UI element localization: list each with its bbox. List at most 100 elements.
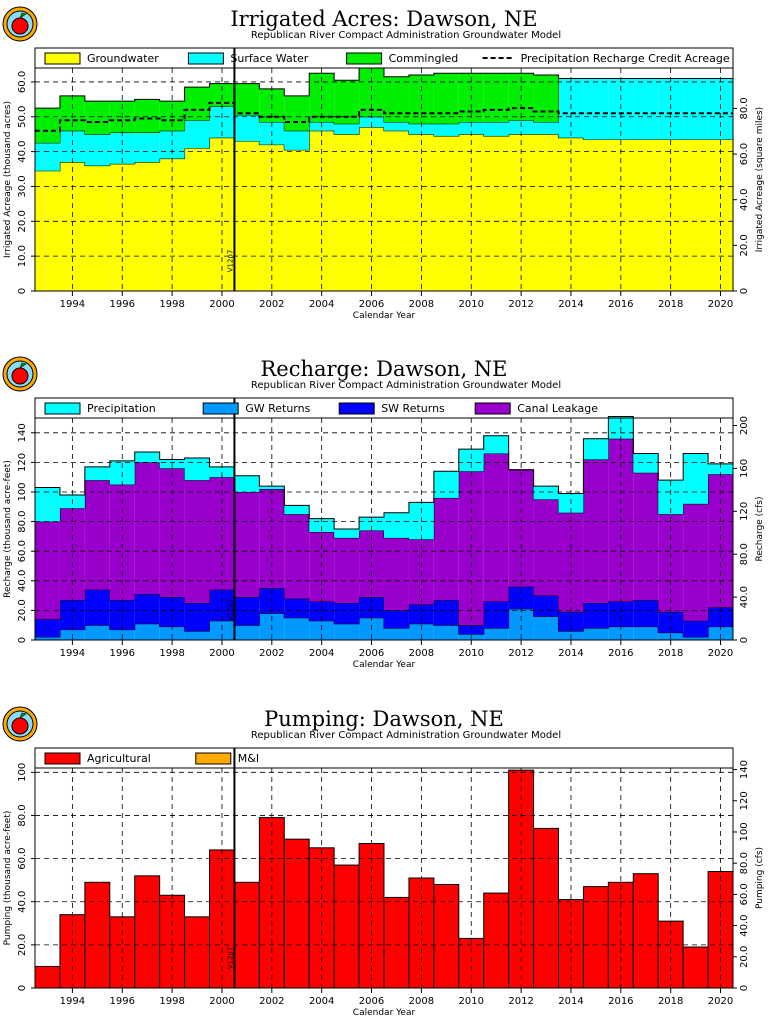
x-tick-label: 2010: [459, 996, 484, 1007]
y-tick-label-right: 0: [739, 288, 750, 294]
legend-swatch: [195, 752, 232, 765]
bar-2002: [259, 486, 285, 490]
bar-2019: [683, 620, 709, 638]
apple-icon: [11, 717, 29, 735]
bar-1993: [35, 637, 60, 640]
y-tick-label-right: 100: [739, 822, 750, 841]
version-marker-label: V12p7: [226, 599, 234, 622]
y-axis-left: 0 20.0 40.0 60.0 80.0 100: [17, 763, 35, 991]
y-tick-label: 0: [17, 637, 28, 643]
x-tick-label: 2000: [209, 648, 234, 659]
x-tick-label: 2000: [209, 299, 234, 310]
bar-2007: [384, 537, 409, 611]
y-tick-label: 0: [17, 288, 28, 294]
legend-swatch: [474, 402, 511, 415]
grid: [35, 768, 733, 989]
bar-2016: [608, 626, 634, 640]
bar-1999: [184, 120, 210, 149]
leaf-icon: [19, 712, 27, 719]
x-axis: 1994 1996 1998 2000 2002 2004 2006 2008 2010 2012…: [60, 640, 733, 659]
x-tick-label: 2014: [558, 996, 583, 1007]
bar-2015: [583, 438, 609, 460]
bar-1995: [84, 480, 110, 590]
bar-2013: [533, 595, 559, 617]
y-tick-label-right: 0: [739, 637, 750, 643]
y-tick-label: 50.0: [17, 106, 28, 128]
x-tick-label: 2006: [359, 648, 384, 659]
bar-2017: [633, 600, 659, 627]
bar-2001: [234, 83, 260, 116]
x-axis: 1994 1996 1998 2000 2002 2004 2006 2008 2010 2012…: [60, 988, 733, 1007]
bar-2019: [683, 453, 709, 504]
bar-2013: [533, 827, 559, 989]
legend-swatch: [338, 402, 375, 415]
x-tick-label: 2016: [608, 648, 633, 659]
series-canal-leakage: [35, 438, 733, 626]
apple-icon: [11, 17, 29, 35]
x-tick-label: 2002: [259, 648, 284, 659]
bar-2009: [433, 471, 459, 498]
bar-1995: [84, 466, 110, 481]
bar-2017: [633, 78, 659, 140]
bar-1997: [134, 462, 160, 595]
y-axis-label-right: Recharge (cfs): [755, 496, 765, 561]
bar-2015: [583, 78, 609, 140]
bar-1993: [35, 619, 60, 638]
y-tick-label: 10.0: [17, 245, 28, 267]
bar-2011: [483, 892, 510, 989]
y-tick-label: 100: [17, 482, 28, 501]
x-tick-label: 2010: [459, 299, 484, 310]
y-axis-right: 0 20.0 40.0 60.0 80.0: [733, 97, 750, 294]
bar-2001: [234, 475, 260, 492]
legend-label: Canal Leakage: [517, 402, 598, 415]
legend-label: Agricultural: [87, 752, 151, 765]
version-marker-label: V12p7: [226, 250, 234, 273]
y-axis-label-right: Irrigated Acreage (square miles): [755, 107, 765, 252]
bar-2020: [708, 474, 733, 608]
legend-swatch: [44, 402, 81, 415]
bar-2008: [408, 604, 434, 624]
bar-2003: [284, 130, 310, 150]
y-tick-label: 60.0: [17, 71, 28, 93]
y-tick-label-right: 140: [739, 760, 750, 779]
x-tick-label: 2004: [309, 648, 334, 659]
bar-2000: [209, 477, 235, 590]
legend-swatch: [44, 752, 81, 765]
plot-frame: [34, 767, 734, 989]
legend-label: Commingled: [389, 52, 459, 65]
x-tick-label: 2006: [359, 299, 384, 310]
x-tick-label: 2012: [508, 648, 533, 659]
bar-1997: [134, 875, 161, 989]
legend-label: SW Returns: [381, 402, 445, 415]
y-tick-label: 20.0: [17, 599, 28, 621]
bar-2007: [384, 512, 409, 538]
plot-frame: [34, 417, 734, 641]
bar-2001: [234, 597, 260, 626]
x-axis-label: Calendar Year: [353, 311, 416, 321]
bar-2009: [433, 600, 459, 626]
bar-2000: [209, 620, 235, 640]
bar-2013: [533, 499, 559, 596]
version-marker-label: V12p7: [226, 947, 234, 970]
y-axis-left: 0 10.0 20.0 30.0 40.0 50.0 60.0: [17, 71, 35, 294]
bar-2006: [359, 127, 384, 291]
bar-1998: [159, 626, 185, 640]
bar-2013: [533, 616, 559, 640]
bar-2001: [234, 141, 260, 291]
bar-2015: [583, 628, 609, 640]
bar-2007: [384, 628, 409, 640]
x-axis-label: Calendar Year: [353, 1008, 416, 1018]
bar-2004: [309, 620, 335, 640]
legend-label: Precipitation Recharge Credit Acreage: [521, 52, 730, 65]
x-tick-label: 1994: [60, 996, 85, 1007]
bar-1995: [84, 625, 110, 640]
bar-2011: [483, 135, 509, 291]
bar-2005: [334, 537, 360, 603]
y-tick-label: 140: [17, 423, 28, 442]
bar-2005: [334, 529, 360, 538]
y-axis-right: 0 40.0 80.0 120 160 200: [733, 416, 750, 643]
y-tick-label: 40.0: [17, 891, 28, 913]
y-axis-label: Pumping (thousand acre-feet): [3, 811, 13, 946]
